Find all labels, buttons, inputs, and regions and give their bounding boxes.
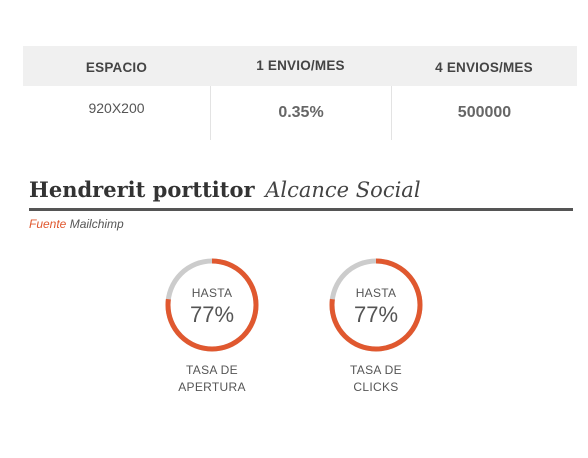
donut-label-line2: APERTURA: [178, 380, 246, 394]
header-4-envios: 4 ENVIOS/MES: [435, 59, 533, 75]
pricing-table: ESPACIO 1 ENVIO/MES 4 ENVIOS/MES 920X200…: [23, 46, 577, 140]
header-1-envio: 1 ENVIO/MES: [256, 57, 345, 73]
donut-label-line1: TASA DE: [186, 363, 238, 377]
cell-espacio: 920X200: [88, 100, 145, 116]
donut-chart-apertura: [165, 258, 259, 352]
source-line: Fuente Mailchimp: [29, 217, 124, 231]
donut-label-line1: TASA DE: [350, 363, 402, 377]
donut-apertura: HASTA 77% TASA DE APERTURA: [152, 257, 272, 407]
donut-label-line2: CLICKS: [353, 380, 399, 394]
donut-prefix: HASTA: [191, 286, 233, 300]
donut-prefix: HASTA: [355, 286, 397, 300]
donut-clicks: HASTA 77% TASA DE CLICKS: [316, 257, 436, 407]
section-title-bold: Hendrerit porttitor: [29, 177, 255, 202]
donut-progress: [329, 258, 423, 352]
cell-1-envio: 0.35%: [210, 86, 391, 140]
table-header-row: ESPACIO 1 ENVIO/MES 4 ENVIOS/MES: [23, 46, 577, 86]
section-title-italic: Alcance Social: [265, 178, 421, 202]
donut-progress: [165, 258, 259, 352]
donut-label: TASA DE APERTURA: [152, 362, 272, 396]
cell-4-envios: 500000: [391, 86, 577, 140]
title-divider: [29, 208, 573, 211]
header-espacio: ESPACIO: [85, 59, 148, 75]
source-value: Mailchimp: [69, 217, 124, 231]
section-title: Hendrerit porttitor Alcance Social: [29, 177, 421, 202]
donut-chart-clicks: [329, 258, 423, 352]
donut-value: 77%: [353, 302, 399, 327]
donut-label: TASA DE CLICKS: [316, 362, 436, 396]
table-row: 920X200 0.35% 500000: [23, 86, 577, 140]
donut-value: 77%: [189, 302, 235, 327]
source-label: Fuente: [29, 217, 67, 231]
